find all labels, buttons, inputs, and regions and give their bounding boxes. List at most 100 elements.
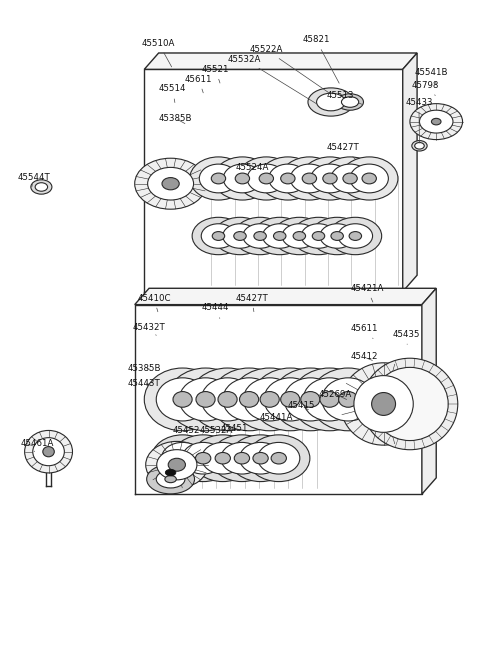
Ellipse shape [43, 447, 54, 457]
Ellipse shape [284, 378, 336, 421]
Ellipse shape [152, 435, 214, 481]
Ellipse shape [273, 217, 325, 255]
Polygon shape [403, 53, 417, 291]
Ellipse shape [412, 141, 427, 151]
Ellipse shape [240, 442, 282, 474]
Ellipse shape [331, 232, 343, 240]
Ellipse shape [271, 453, 287, 464]
Ellipse shape [247, 164, 286, 193]
Ellipse shape [235, 173, 250, 184]
Ellipse shape [420, 110, 453, 133]
Ellipse shape [229, 435, 292, 481]
Ellipse shape [33, 438, 64, 466]
Text: 45421A: 45421A [350, 284, 384, 302]
Text: 45385B: 45385B [128, 364, 161, 373]
Ellipse shape [146, 441, 208, 488]
Ellipse shape [212, 232, 225, 240]
Ellipse shape [338, 392, 358, 407]
Ellipse shape [274, 232, 286, 240]
Polygon shape [144, 53, 417, 69]
Ellipse shape [35, 183, 48, 191]
Polygon shape [422, 288, 436, 494]
Text: 45452: 45452 [173, 426, 201, 436]
Text: 45412: 45412 [350, 352, 378, 362]
Ellipse shape [263, 224, 297, 248]
Text: 45821: 45821 [302, 35, 339, 83]
Ellipse shape [253, 453, 268, 464]
Ellipse shape [340, 363, 427, 445]
Ellipse shape [272, 368, 348, 431]
Text: 45532A: 45532A [199, 426, 233, 436]
Ellipse shape [308, 88, 354, 116]
Ellipse shape [432, 119, 441, 125]
Ellipse shape [362, 358, 458, 450]
Ellipse shape [231, 368, 308, 431]
Text: 45432T: 45432T [132, 323, 165, 335]
Text: 45433: 45433 [405, 98, 432, 143]
Ellipse shape [156, 378, 209, 421]
Text: 45532A: 45532A [228, 55, 317, 103]
Text: 45611: 45611 [185, 75, 213, 93]
Ellipse shape [264, 378, 317, 421]
Text: 45444: 45444 [202, 303, 229, 318]
Ellipse shape [410, 103, 463, 140]
Ellipse shape [281, 157, 338, 200]
Text: 45441A: 45441A [259, 413, 292, 422]
Ellipse shape [201, 378, 254, 421]
Ellipse shape [372, 367, 448, 441]
Ellipse shape [31, 179, 52, 194]
Ellipse shape [211, 173, 226, 184]
Ellipse shape [317, 93, 345, 111]
Text: 45524A: 45524A [235, 158, 269, 172]
Ellipse shape [269, 164, 307, 193]
Ellipse shape [195, 453, 211, 464]
Ellipse shape [311, 217, 363, 255]
Ellipse shape [320, 392, 339, 407]
Ellipse shape [173, 392, 192, 407]
Ellipse shape [354, 375, 413, 432]
Polygon shape [144, 69, 403, 291]
Text: 45513: 45513 [326, 91, 362, 104]
Ellipse shape [214, 157, 271, 200]
Ellipse shape [341, 97, 359, 107]
Ellipse shape [415, 143, 424, 149]
Text: 45269A: 45269A [319, 390, 352, 400]
Ellipse shape [196, 392, 215, 407]
Ellipse shape [211, 368, 288, 431]
Ellipse shape [144, 368, 221, 431]
Ellipse shape [199, 164, 238, 193]
Text: 45443T: 45443T [128, 379, 160, 388]
Ellipse shape [189, 368, 266, 431]
Text: 45510A: 45510A [142, 39, 175, 67]
Ellipse shape [258, 442, 300, 474]
Polygon shape [135, 288, 436, 305]
Text: 45410C: 45410C [137, 293, 170, 312]
Text: 45427T: 45427T [235, 293, 268, 312]
Ellipse shape [192, 435, 254, 481]
Ellipse shape [234, 217, 287, 255]
Ellipse shape [148, 168, 193, 200]
Polygon shape [135, 305, 422, 494]
Ellipse shape [243, 224, 277, 248]
Ellipse shape [201, 224, 236, 248]
Ellipse shape [310, 368, 386, 431]
Ellipse shape [214, 217, 266, 255]
Text: 45541B: 45541B [415, 68, 448, 84]
Ellipse shape [259, 157, 317, 200]
Ellipse shape [223, 164, 262, 193]
Ellipse shape [293, 232, 306, 240]
Ellipse shape [240, 392, 259, 407]
Ellipse shape [372, 392, 396, 415]
Text: 45514: 45514 [158, 84, 186, 103]
Ellipse shape [322, 378, 374, 421]
Ellipse shape [234, 453, 250, 464]
Text: 45611: 45611 [350, 324, 378, 339]
Ellipse shape [323, 173, 337, 184]
Ellipse shape [281, 392, 300, 407]
Ellipse shape [179, 378, 232, 421]
Ellipse shape [331, 164, 369, 193]
Ellipse shape [223, 224, 257, 248]
Text: 45415: 45415 [288, 402, 315, 411]
Ellipse shape [157, 450, 197, 480]
Ellipse shape [301, 224, 336, 248]
